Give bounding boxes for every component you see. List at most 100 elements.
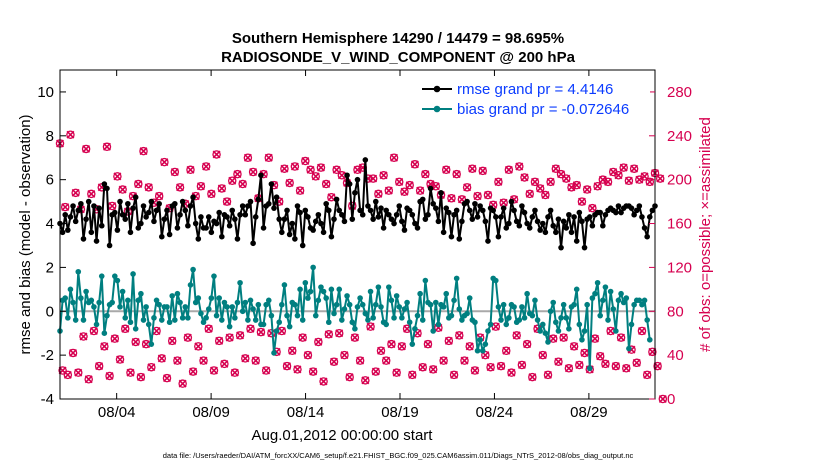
obs-possible-point [640,172,649,181]
obs-assimilated-point [549,334,558,343]
obs-possible-point [209,366,219,375]
bias-point [297,286,303,293]
obs-possible-point [295,186,305,195]
bias-point [573,286,580,293]
obs-possible-point [157,354,167,363]
rmse-point [566,211,572,218]
obs-possible-point [230,368,240,377]
obs-possible-point [559,333,568,342]
bias-point [477,336,483,343]
rmse-point [208,229,215,236]
rmse-point [425,211,431,218]
obs-assimilated-point [609,168,618,176]
obs-assimilated-point [491,322,500,331]
rmse-point [409,211,416,218]
rmse-point [427,185,434,192]
obs-possible-point [465,342,474,351]
bias-point [401,306,408,312]
chart-subtitle: RADIOSONDE_V_WIND_COMPONENT @ 200 hPa [221,49,576,66]
rmse-point [260,225,267,231]
obs-assimilated-point [168,336,177,345]
obs-possible-point [235,331,245,340]
rmse-point [412,220,418,227]
obs-possible-point [282,361,292,371]
rmse-point [213,220,220,227]
bias-point [182,304,189,310]
bias-point [626,345,632,352]
obs-assimilated-point [353,165,362,174]
bias-point [600,297,606,304]
bias-point [362,310,369,317]
bias-point [117,304,123,310]
bias-point [375,284,382,290]
obs-possible-point [227,176,237,186]
bias-point [276,319,283,326]
obs-assimilated-point [622,364,631,373]
obs-possible-point [79,332,88,341]
obs-possible-point [423,339,433,349]
rmse-point [571,214,577,220]
bias-point [417,290,423,297]
rmse-point [600,222,606,229]
y2-tick-label: 40 [667,347,684,364]
obs-assimilated-point [583,185,592,194]
rmse-point [372,198,379,205]
rmse-point [125,200,131,207]
rmse-point [618,209,624,216]
obs-assimilated-point [575,361,584,369]
bias-point [125,297,131,304]
obs-assimilated-point [421,170,430,179]
obs-possible-point [577,197,587,206]
obs-assimilated-point [515,162,524,171]
obs-assimilated-point [262,366,271,375]
obs-assimilated-point [306,165,315,174]
x-tick-label: 08/09 [192,404,230,421]
bias-point [263,301,269,308]
rmse-point [357,207,363,214]
y-tick-label: 0 [46,303,54,320]
rmse-point [524,220,530,227]
rmse-point [576,209,583,216]
rmse-point [312,218,319,225]
bias-point [294,312,301,319]
rmse-point [127,229,134,236]
obs-assimilated-point [228,176,237,185]
bias-point [589,295,596,301]
bias-point [566,326,572,332]
rmse-point [286,231,293,238]
rmse-point [325,207,332,214]
obs-possible-point [102,142,112,152]
bias-point [96,299,102,306]
bias-point [644,317,650,323]
legend-box [418,76,650,122]
bias-point [75,268,82,275]
obs-assimilated-point [632,358,641,367]
bias-point [579,336,585,343]
bias-point [558,315,564,321]
rmse-point [597,209,603,216]
bias-point [487,321,494,328]
bias-point [372,301,379,308]
rmse-point [119,211,126,218]
obs-assimilated-point [121,324,130,333]
obs-assimilated-point [217,184,226,193]
rmse-point [177,211,183,218]
obs-assimilated-point [497,362,505,371]
obs-assimilated-point [468,164,477,173]
bias-point [164,304,170,310]
bias-point [365,317,371,323]
obs-possible-point [113,172,122,181]
rmse-point [205,214,212,220]
bias-point [352,326,358,332]
bias-point [318,284,324,290]
bias-point [555,328,562,334]
obs-possible-point [546,177,555,187]
obs-assimilated-point [408,370,417,379]
obs-possible-point [66,130,75,139]
obs-assimilated-point [418,363,427,372]
obs-assimilated-point [84,375,93,384]
bias-point [213,312,220,319]
obs-assimilated-point [444,336,453,345]
rmse-point [268,181,275,187]
y-tick-label: -2 [41,347,54,364]
